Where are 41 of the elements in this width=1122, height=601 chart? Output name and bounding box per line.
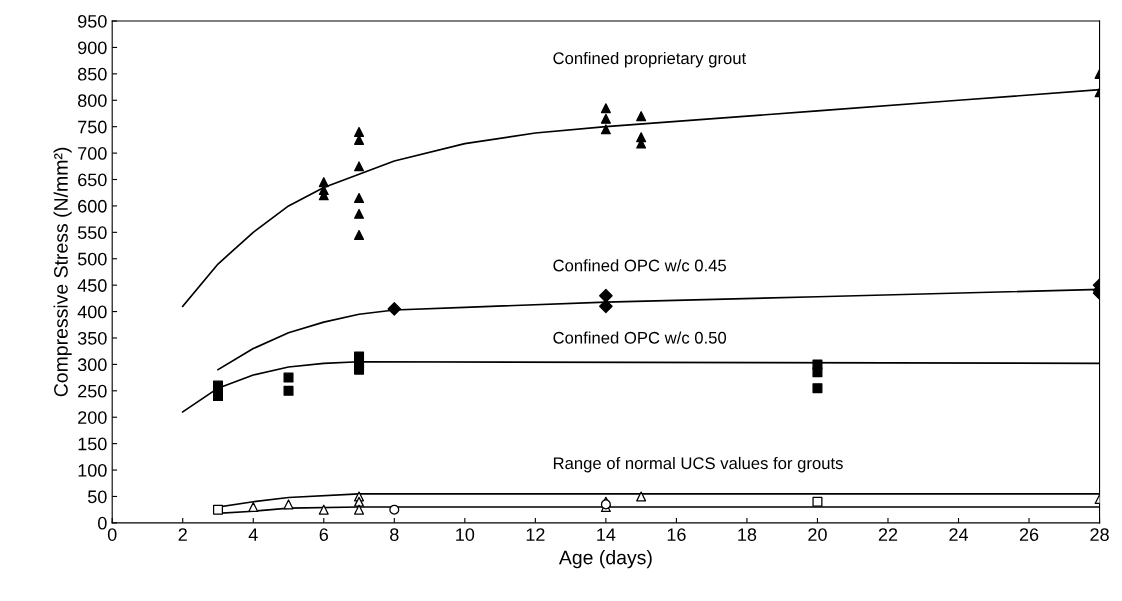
annotation: Range of normal UCS values for grouts [553,456,843,473]
y-tick-label: 800 [78,94,107,107]
y-tick-label: 950 [78,14,107,28]
annotation: Confined proprietary grout [553,51,747,68]
y-tick-label: 200 [78,411,107,424]
x-tick-label: 16 [667,528,686,541]
y-tick-label: 550 [77,226,107,240]
y-tick-label: 250 [78,384,107,398]
y-tick-label: 0 [98,516,107,530]
y-tick-label: 900 [78,41,107,55]
x-tick-label: 0 [107,528,117,541]
y-axis-title: Compressive Stress (N/mm²) [53,147,72,397]
y-tick-label: 500 [77,252,107,266]
y-tick-label: 350 [77,331,107,345]
y-tick-label: 100 [78,463,107,477]
y-tick-label: 700 [78,147,107,160]
x-tick-label: 24 [949,528,969,541]
x-tick-label: 18 [738,528,757,541]
y-tick-label: 650 [78,173,107,187]
y-tick-label: 400 [77,305,107,319]
x-tick-label: 12 [526,528,545,541]
y-tick-label: 600 [78,199,107,213]
x-tick-label: 20 [808,528,827,541]
x-axis-title: Age (days) [558,550,652,569]
x-tick-label: 14 [597,528,616,541]
x-tick-label: 26 [1019,528,1039,541]
y-tick-label: 150 [78,437,107,451]
y-tick-label: 50 [87,490,107,504]
y-tick-label: 450 [77,279,107,292]
annotation: Confined OPC w/c 0.45 [553,259,727,272]
y-tick-label: 850 [78,67,107,81]
x-tick-label: 6 [319,528,328,541]
y-tick-label: 750 [78,120,107,134]
y-tick-label: 300 [77,358,107,372]
x-tick-label: 22 [878,528,898,541]
x-tick-label: 8 [390,528,399,541]
x-tick-label: 28 [1090,528,1109,541]
annotation: Confined OPC w/c 0.50 [553,331,727,344]
x-tick-label: 2 [178,528,187,541]
x-tick-label: 10 [456,528,475,541]
x-tick-label: 4 [248,528,258,541]
